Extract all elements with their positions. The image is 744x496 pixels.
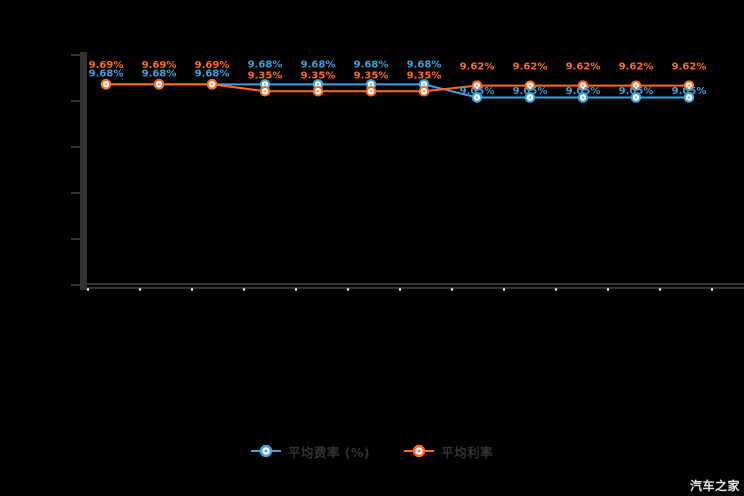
data-point-label: 9.35% [248, 70, 283, 81]
data-point-label: 9.68% [89, 68, 124, 79]
data-point-center [687, 96, 691, 99]
data-point-label: 9.62% [460, 62, 495, 73]
x-axis-tick-dot [606, 288, 610, 291]
y-axis-tick [71, 54, 80, 56]
data-point-center [369, 83, 373, 86]
data-point-label: 9.62% [566, 62, 601, 73]
data-point-center [687, 84, 691, 87]
line-series-icon [404, 444, 435, 458]
data-point-center [475, 96, 479, 99]
data-point-center [422, 83, 426, 86]
data-labels-orange_series: 9.69% 9.69% 9.69% 9.35% 9.35% 9.35% 9.35% 9.62%… [89, 60, 707, 81]
x-axis-tick-dot [190, 288, 194, 291]
x-axis-tick-dot [294, 288, 298, 291]
line-series-icon [250, 444, 281, 458]
x-axis-tick-dot [554, 288, 558, 291]
series-orange_series [100, 78, 695, 97]
data-point-label: 9.68% [142, 68, 177, 79]
data-point-label: 9.35% [301, 70, 336, 81]
x-axis-tick-dot [502, 288, 506, 291]
y-axis-tick [71, 238, 80, 240]
data-point-label: 9.05% [619, 86, 654, 97]
data-point-label: 9.68% [195, 68, 230, 79]
y-axis-tick [71, 192, 80, 194]
x-axis-tick-dot [658, 288, 662, 291]
x-axis-tick-dot [86, 288, 90, 291]
data-point-label: 9.69% [89, 60, 124, 71]
legend-item-blue-series[interactable]: 平均费率 (%) [250, 442, 371, 461]
data-point-label: 9.68% [354, 59, 389, 70]
data-point-center [210, 82, 214, 86]
data-point-label: 9.68% [248, 59, 283, 70]
data-point-center [263, 83, 267, 86]
data-point-center [369, 89, 373, 93]
data-point-label: 9.68% [407, 59, 442, 70]
legend-label: 平均费率 (%) [287, 444, 371, 460]
data-point-center [263, 89, 267, 93]
data-point-label: 9.69% [142, 60, 177, 71]
data-point-center [475, 84, 479, 87]
series-line [106, 83, 689, 93]
legend-label: 平均利率 [441, 444, 494, 460]
data-point-label: 9.05% [566, 86, 601, 97]
data-point-label: 9.62% [619, 62, 654, 73]
x-axis-tick-dot [710, 288, 714, 291]
data-point-label: 9.05% [672, 86, 707, 97]
data-point-center [157, 82, 161, 86]
data-point-center [634, 84, 638, 87]
watermark-autohome: 汽车之家 [689, 479, 740, 493]
data-point-center [316, 83, 320, 86]
x-axis-tick-dot [346, 288, 350, 291]
x-axis [80, 283, 744, 291]
y-axis-tick [71, 100, 80, 102]
data-point-center [634, 96, 638, 99]
y-axis-tick [71, 284, 80, 286]
data-point-label: 9.69% [195, 60, 230, 71]
x-axis-tick-dot [242, 288, 246, 291]
x-axis-tick-dot [398, 288, 402, 291]
data-point-center [316, 89, 320, 93]
data-point-label: 9.35% [407, 70, 442, 81]
data-point-label: 9.35% [354, 70, 389, 81]
data-point-center [422, 89, 426, 93]
data-point-center [528, 84, 532, 87]
y-axis [71, 52, 87, 290]
legend-item-orange-series[interactable]: 平均利率 [404, 442, 493, 461]
data-point-label: 9.05% [460, 86, 495, 97]
data-point-center [104, 82, 108, 86]
data-point-label: 9.68% [301, 59, 336, 70]
data-point-center [581, 84, 585, 87]
data-point-label: 9.05% [513, 86, 548, 97]
y-axis-tick [71, 146, 80, 148]
data-point-label: 9.62% [672, 62, 707, 73]
data-labels-blue_series: 9.68% 9.68% 9.68% 9.68% 9.68% 9.68% 9.68% 9.05%… [89, 59, 707, 97]
x-axis-tick-dot [450, 288, 454, 291]
legend: 平均费率 (%) 平均利率 [0, 438, 744, 464]
x-axis-tick-dot [138, 288, 142, 291]
data-point-label: 9.62% [513, 62, 548, 73]
data-point-center [528, 96, 532, 99]
data-point-center [581, 96, 585, 99]
